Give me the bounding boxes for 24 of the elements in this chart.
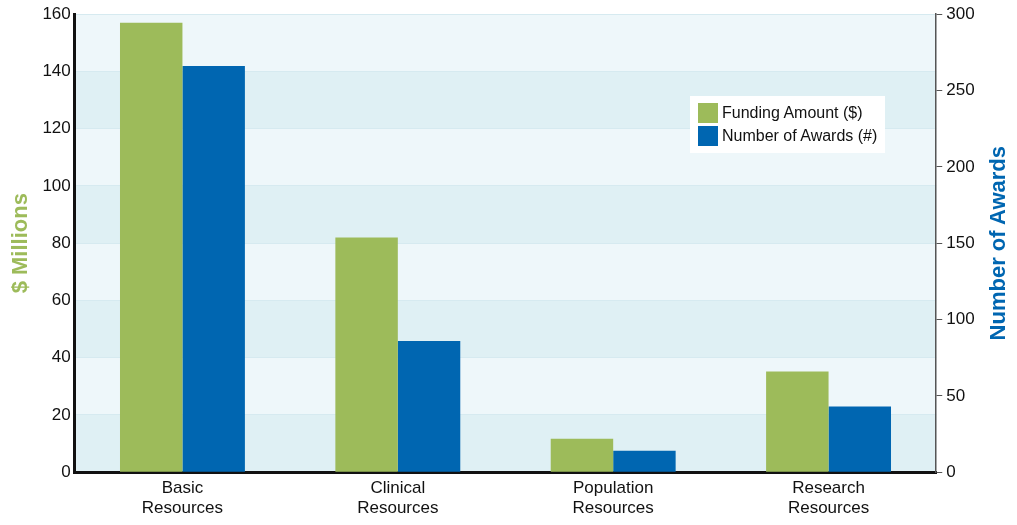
- y2-tick-label: 300: [946, 3, 975, 23]
- y2-tick-label: 250: [946, 80, 975, 100]
- y-axis-title: $ Millions: [7, 193, 33, 294]
- legend-label: Number of Awards (#): [722, 127, 878, 145]
- y-tick-label: 80: [51, 232, 71, 252]
- y-tick-label: 140: [42, 61, 71, 81]
- x-tick-label: Research Resources: [787, 478, 870, 518]
- y2-tick-label: 0: [946, 461, 956, 481]
- y-tick-label: 100: [42, 175, 71, 195]
- y2-tick-label: 200: [946, 156, 975, 176]
- y-tick-label: 20: [51, 404, 71, 424]
- legend-label: Funding Amount ($): [722, 104, 863, 122]
- y2-tick-label: 150: [946, 232, 975, 252]
- y-tick-label: 40: [51, 347, 71, 367]
- x-tick-label: Basic Resources: [141, 478, 224, 518]
- y-tick-label: 0: [61, 461, 71, 481]
- y-tick-label: 160: [42, 3, 71, 23]
- y-tick-label: 120: [42, 118, 71, 138]
- y-tick-label: 60: [51, 290, 71, 310]
- y2-tick-label: 50: [946, 385, 966, 405]
- x-tick-label: Clinical Resources: [357, 478, 439, 518]
- y2-axis-title: Number of Awards: [985, 146, 1011, 341]
- y2-tick-label: 100: [946, 309, 975, 329]
- x-tick-label: Population Resources: [572, 478, 654, 518]
